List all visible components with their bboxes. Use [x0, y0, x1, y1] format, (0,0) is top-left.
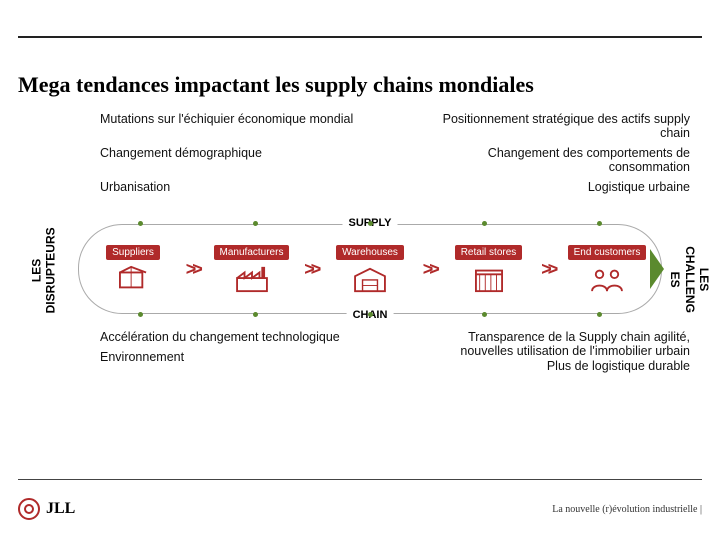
supply-chain-band: SUPPLY CHAIN Suppliers >> Manufacturers … [78, 224, 662, 314]
bottom-left-col: Accélération du changement technologique… [100, 330, 340, 379]
disruptor-text: Changement démographique [100, 146, 262, 174]
pair-row: Urbanisation Logistique urbaine [100, 180, 690, 194]
logo-mark-icon [18, 498, 40, 520]
disruptor-text: Mutations sur l'échiquier économique mon… [100, 112, 353, 140]
pair-row: Mutations sur l'échiquier économique mon… [100, 112, 690, 140]
brand-logo: JLL [18, 498, 75, 520]
warehouse-icon [348, 264, 392, 294]
challenge-text: Positionnement stratégique des actifs su… [430, 112, 690, 140]
challenge-text: Logistique urbaine [588, 180, 690, 194]
node-label: Manufacturers [214, 245, 290, 260]
chain-node-suppliers: Suppliers [90, 245, 176, 294]
chain-node-manufacturers: Manufacturers [209, 245, 295, 294]
top-pairs: Mutations sur l'échiquier économique mon… [100, 112, 690, 200]
chevron-icon: >> [304, 259, 317, 280]
chain-node-warehouses: Warehouses [327, 245, 413, 294]
top-rule [18, 36, 702, 38]
chevron-icon: >> [186, 259, 199, 280]
bottom-rule [18, 479, 702, 480]
bottom-pairs: Accélération du changement technologique… [100, 330, 690, 379]
bottom-right-col: Transparence de la Supply chain agilité,… [450, 330, 690, 379]
people-icon [585, 264, 629, 294]
side-label-left: LES DISRUPTEURS [14, 210, 74, 330]
footer: JLL La nouvelle (r)évolution industriell… [18, 498, 702, 520]
node-label: Retail stores [455, 245, 523, 260]
chain-node-customers: End customers [564, 245, 650, 294]
brand-text: JLL [46, 500, 75, 518]
chevron-icon: >> [423, 259, 436, 280]
chevron-icon: >> [541, 259, 554, 280]
disruptor-text: Environnement [100, 350, 340, 364]
pair-row: Changement démographique Changement des … [100, 146, 690, 174]
node-label: Suppliers [106, 245, 160, 260]
node-label: End customers [568, 245, 647, 260]
chain-node-retail: Retail stores [446, 245, 532, 294]
dots-bottom [138, 312, 602, 317]
arrow-right-icon [650, 249, 664, 289]
page-title: Mega tendances impactant les supply chai… [18, 72, 534, 98]
disruptor-text: Accélération du changement technologique [100, 330, 340, 344]
store-icon [467, 264, 511, 294]
challenge-text: Transparence de la Supply chain agilité,… [450, 330, 690, 373]
footer-tagline: La nouvelle (r)évolution industrielle | [552, 504, 702, 515]
disruptor-text: Urbanisation [100, 180, 170, 194]
side-label-right: LES CHALLENG ES [664, 210, 714, 350]
factory-icon [230, 264, 274, 294]
node-label: Warehouses [336, 245, 404, 260]
dots-top [138, 221, 602, 226]
challenge-text: Changement des comportements de consomma… [430, 146, 690, 174]
box-icon [111, 264, 155, 294]
chain-nodes: Suppliers >> Manufacturers >> Warehouses… [90, 238, 650, 300]
